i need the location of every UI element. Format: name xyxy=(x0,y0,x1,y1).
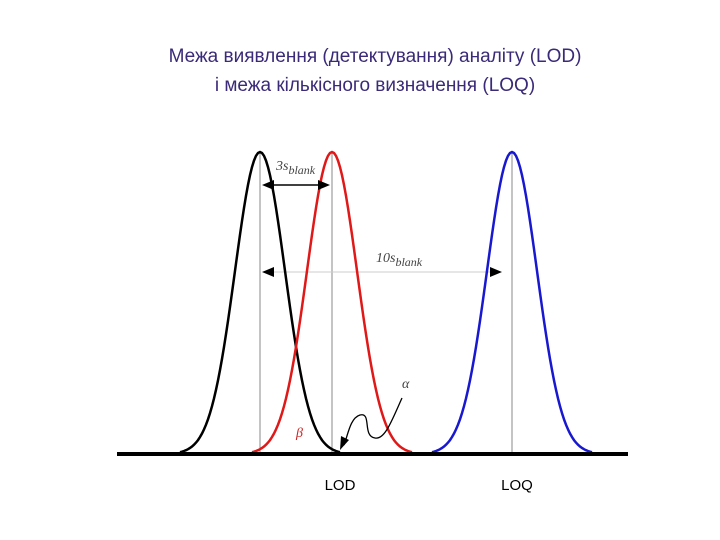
arrow-head xyxy=(262,267,274,277)
curves xyxy=(179,150,593,454)
label-main: 3s xyxy=(275,159,289,174)
title-line: Межа виявлення (детектування) аналіту (L… xyxy=(169,46,582,67)
label-alpha: α xyxy=(402,377,410,392)
gaussian-curve xyxy=(431,150,593,454)
arrow-head xyxy=(340,436,349,450)
arrow-head xyxy=(490,267,502,277)
reference-lines xyxy=(259,152,513,454)
label-loq: LOQ xyxy=(501,477,533,494)
label-3s: 3sblank xyxy=(275,159,316,177)
arrow-head xyxy=(262,180,274,190)
alpha-arrow xyxy=(343,397,403,446)
label-lod: LOD xyxy=(325,477,356,494)
label-sub: blank xyxy=(288,163,315,177)
gaussian-curve xyxy=(179,150,341,454)
gaussian-curve xyxy=(251,150,413,454)
title-line: і межа кількісного визначення (LOQ) xyxy=(215,75,535,96)
arrows xyxy=(262,180,502,450)
arrow-head xyxy=(318,180,330,190)
label-10s: 10sblank xyxy=(376,251,423,269)
label-sub: blank xyxy=(395,255,422,269)
label-beta: β xyxy=(295,426,303,441)
label-main: 10s xyxy=(376,251,396,266)
